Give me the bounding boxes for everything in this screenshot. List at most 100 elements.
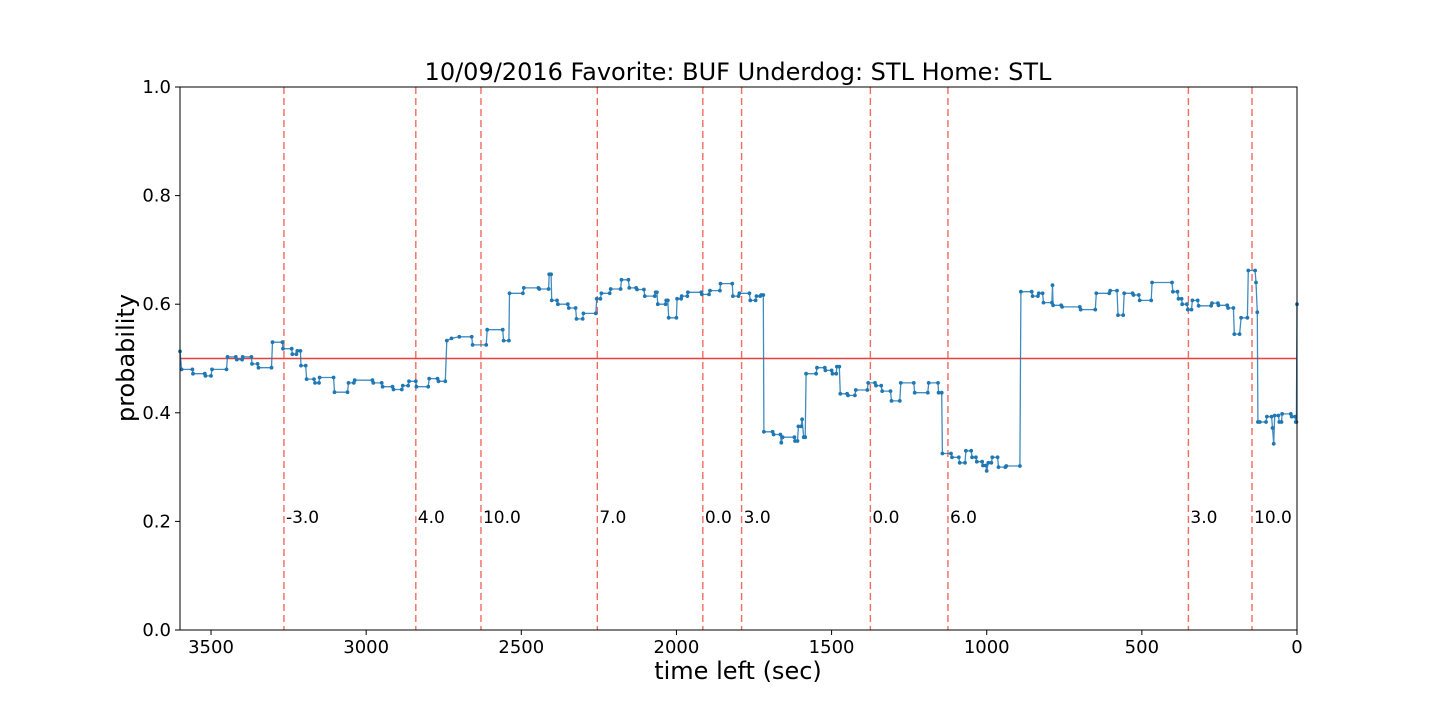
data-point <box>255 362 260 366</box>
x-tick-label: 1500 <box>809 637 855 658</box>
data-point <box>626 277 631 282</box>
data-point <box>1279 420 1284 424</box>
data-point <box>580 317 585 321</box>
data-point <box>754 294 759 298</box>
data-point <box>391 387 396 392</box>
data-point <box>853 388 858 392</box>
data-point <box>737 291 742 296</box>
data-point <box>1180 302 1185 307</box>
data-point <box>1175 289 1180 294</box>
data-point <box>1122 291 1127 296</box>
data-point <box>1280 412 1284 416</box>
y-tick-label: 0.8 <box>142 186 171 207</box>
data-point <box>294 352 299 357</box>
data-point <box>1150 280 1154 285</box>
data-point <box>312 377 316 381</box>
data-point <box>249 355 254 359</box>
data-point <box>663 302 668 307</box>
y-tick-label: 0.2 <box>142 511 171 532</box>
data-point <box>1216 303 1221 308</box>
data-point <box>730 281 735 286</box>
data-point <box>823 368 828 373</box>
data-point <box>1050 283 1055 288</box>
data-point <box>191 371 195 376</box>
scoring-event-label: 3.0 <box>744 508 771 528</box>
data-point <box>331 375 336 380</box>
data-point <box>549 298 554 303</box>
data-point <box>838 391 843 396</box>
data-point <box>753 298 758 303</box>
data-point <box>1195 298 1200 303</box>
data-point <box>574 317 579 321</box>
data-point <box>1293 414 1297 419</box>
data-point <box>897 399 902 403</box>
data-point <box>1170 280 1174 285</box>
data-point <box>796 424 801 429</box>
data-point <box>1245 315 1250 320</box>
data-point <box>652 294 657 298</box>
data-point <box>685 294 690 298</box>
data-point <box>1030 294 1035 298</box>
data-point <box>352 378 357 383</box>
data-point <box>380 384 385 389</box>
scoring-event-label: 4.0 <box>418 508 445 528</box>
data-point <box>834 371 839 376</box>
data-point <box>1253 268 1257 273</box>
data-point <box>936 390 941 395</box>
data-point <box>964 448 968 453</box>
data-point <box>619 277 624 282</box>
data-point <box>800 417 804 422</box>
data-point <box>599 291 604 296</box>
scoring-event-label: 0.0 <box>705 508 732 528</box>
data-point <box>986 460 991 465</box>
data-point <box>989 460 994 465</box>
data-point <box>956 455 961 460</box>
data-point <box>507 338 511 343</box>
data-point <box>1294 420 1299 424</box>
data-point <box>829 368 834 373</box>
data-point <box>926 381 931 385</box>
x-tick-label: 2000 <box>654 637 700 658</box>
data-point <box>566 306 571 310</box>
data-point <box>880 389 885 393</box>
axes-frame <box>179 86 1298 631</box>
data-point <box>950 455 954 460</box>
data-point <box>250 362 254 366</box>
data-point <box>289 346 294 351</box>
data-point <box>501 338 506 343</box>
data-point <box>686 290 690 295</box>
data-point <box>240 355 245 359</box>
data-point <box>537 287 542 291</box>
data-point <box>1121 313 1126 317</box>
data-point <box>804 371 808 376</box>
data-point <box>1257 420 1262 424</box>
data-point <box>974 455 978 460</box>
data-point <box>179 367 184 372</box>
data-point <box>780 435 785 440</box>
data-point <box>983 463 988 468</box>
data-point <box>674 315 679 320</box>
data-point <box>256 365 261 370</box>
data-point <box>1116 313 1120 317</box>
data-point <box>280 340 285 345</box>
data-point <box>1040 291 1045 296</box>
data-point <box>427 376 432 381</box>
data-point <box>549 272 553 277</box>
data-point <box>1210 301 1214 305</box>
data-point <box>594 296 599 301</box>
data-point <box>718 288 722 293</box>
data-point <box>1036 291 1041 296</box>
data-point <box>270 340 275 345</box>
data-point <box>874 383 878 388</box>
data-point <box>1255 310 1260 315</box>
data-point <box>546 287 551 291</box>
data-point <box>939 390 944 395</box>
data-point <box>1176 296 1181 301</box>
data-point <box>407 379 411 384</box>
data-point <box>718 281 723 286</box>
data-point <box>1093 307 1098 312</box>
data-point <box>778 432 783 437</box>
data-point <box>469 334 474 339</box>
data-point <box>1136 293 1141 297</box>
data-point <box>771 432 776 437</box>
